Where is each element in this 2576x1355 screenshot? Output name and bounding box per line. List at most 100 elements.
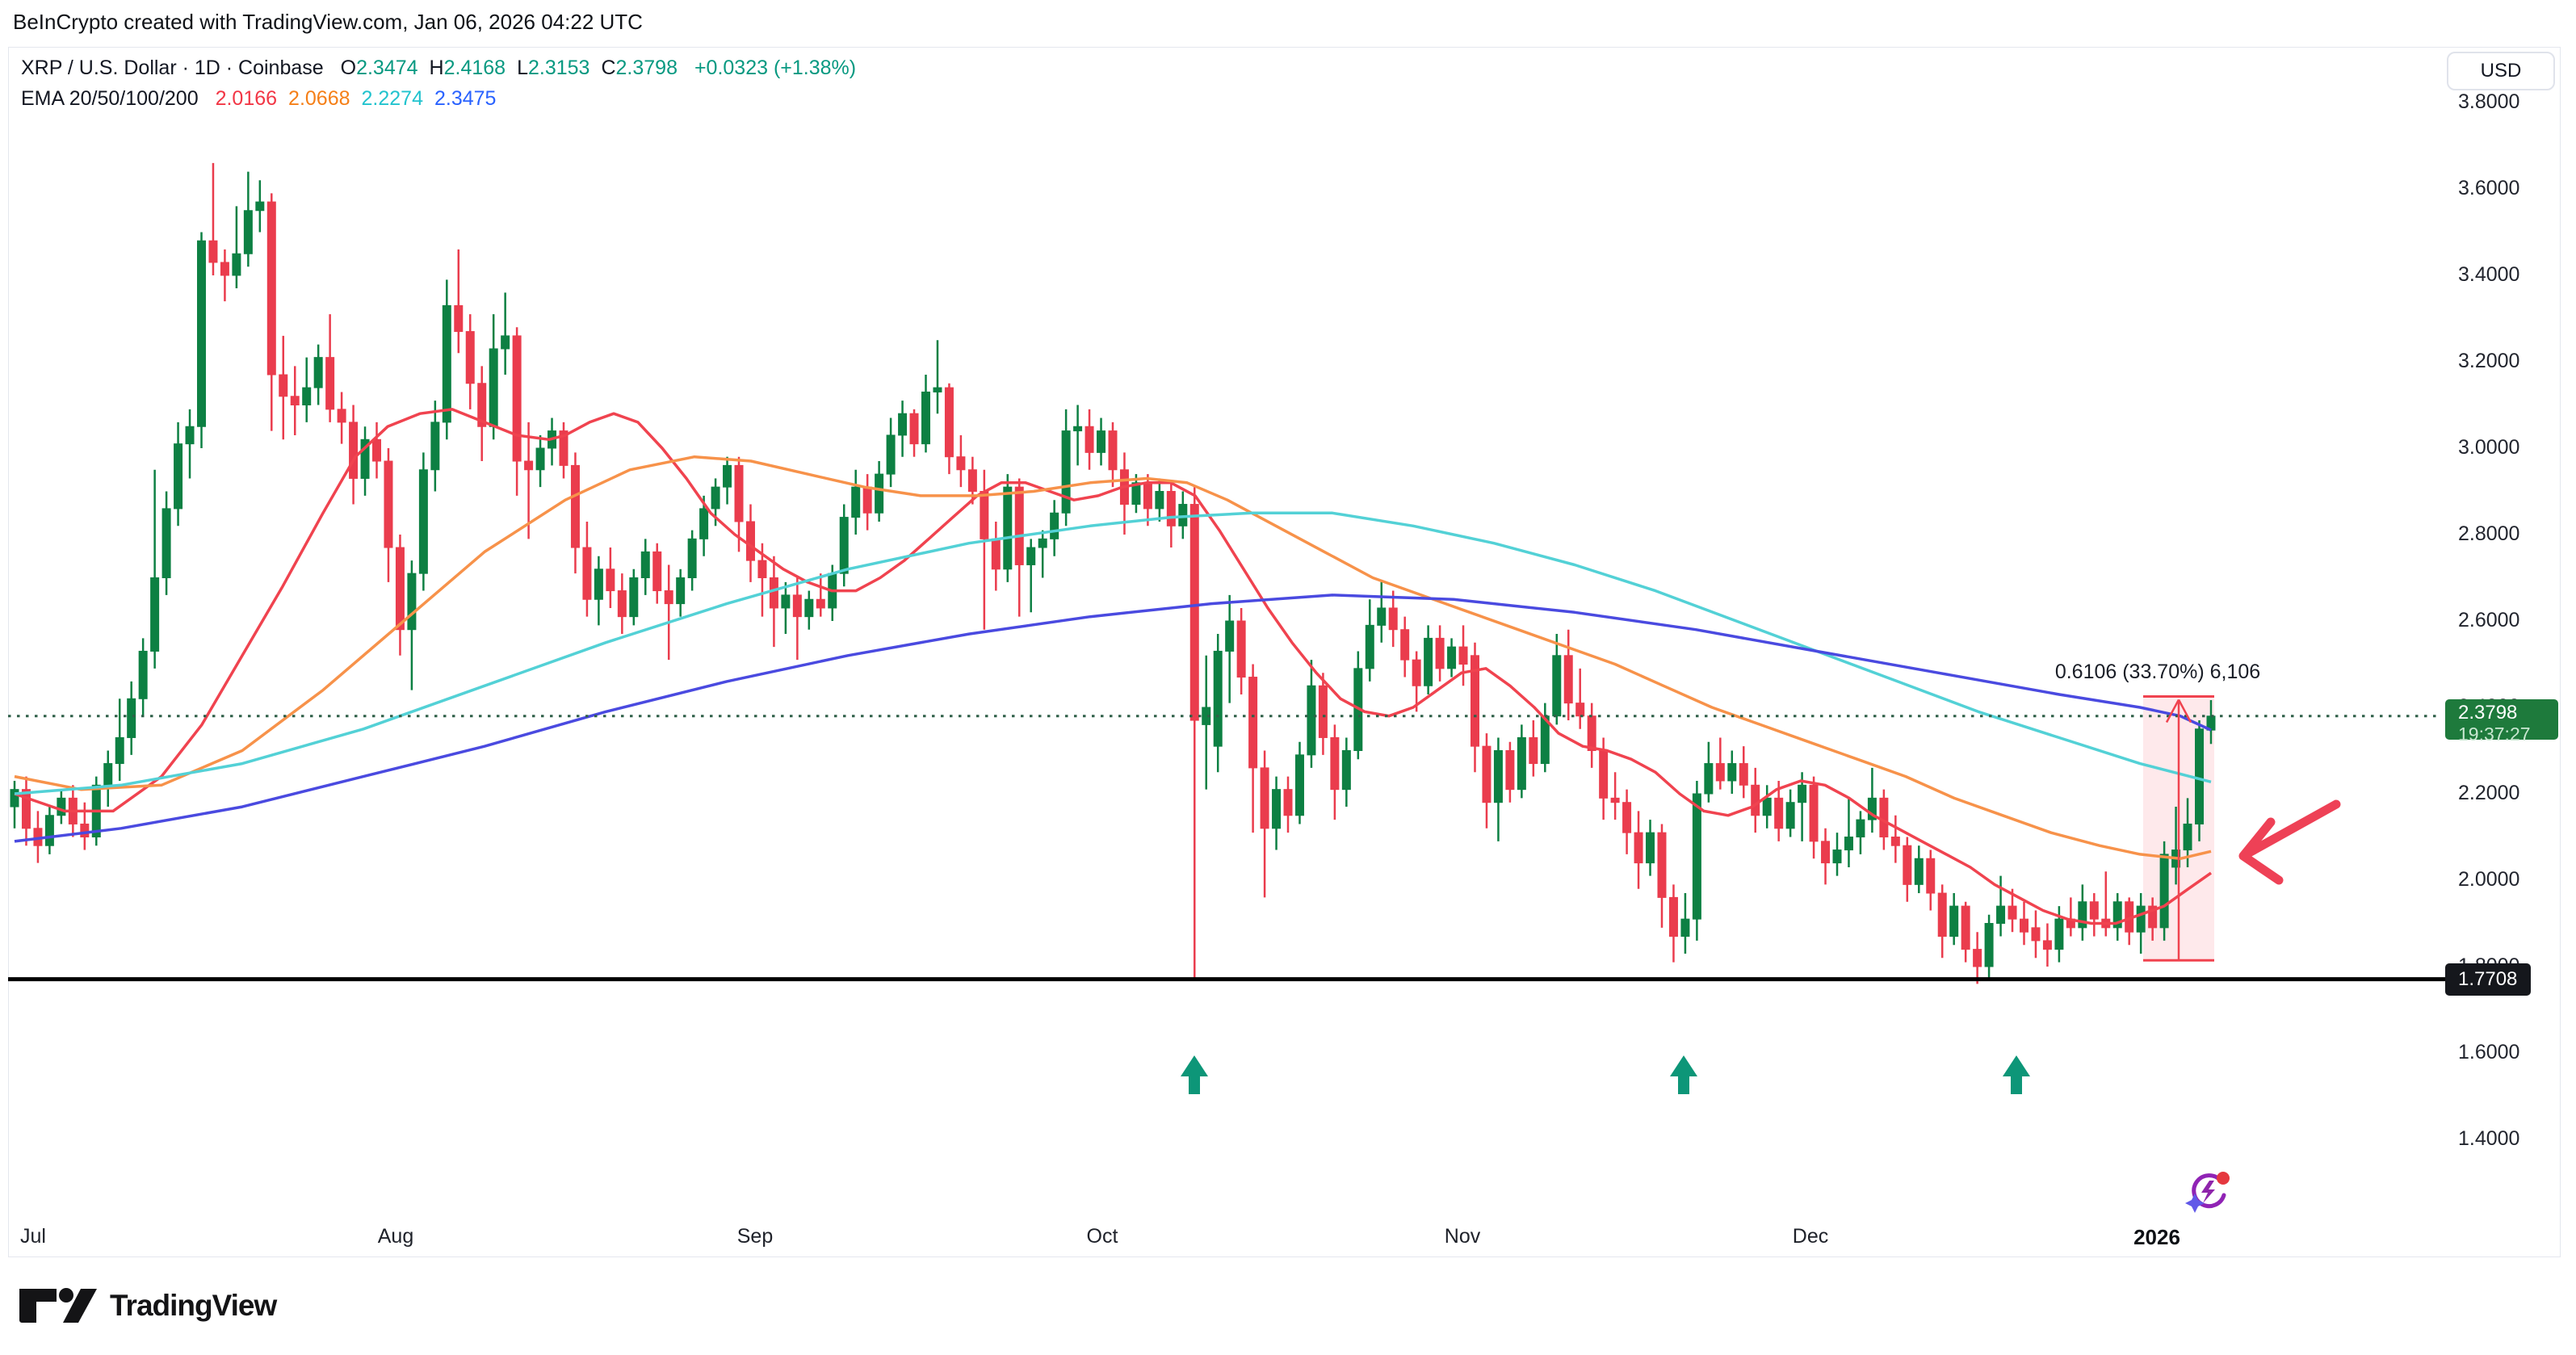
candlestick[interactable] [1225,620,1235,652]
candlestick[interactable] [313,357,323,388]
candlestick[interactable] [196,240,206,427]
candlestick[interactable] [1809,784,1819,842]
candlestick[interactable] [1622,802,1632,833]
candlestick[interactable] [1529,736,1538,765]
candlestick[interactable] [1575,703,1585,717]
candlestick[interactable] [933,387,942,392]
candlestick[interactable] [1634,832,1643,864]
candlestick[interactable] [1248,677,1258,769]
candlestick[interactable] [512,335,522,462]
candlestick[interactable] [1003,486,1013,570]
candlestick[interactable] [1330,736,1340,791]
candlestick[interactable] [1014,486,1024,565]
candlestick[interactable] [1832,849,1842,864]
candlestick[interactable] [921,391,931,445]
candlestick[interactable] [454,304,464,333]
candlestick[interactable] [2148,905,2158,929]
candlestick[interactable] [302,387,312,406]
candlestick[interactable] [1680,918,1690,938]
candlestick[interactable] [208,240,218,263]
candlestick[interactable] [1646,832,1655,864]
candlestick[interactable] [1517,736,1526,791]
candlestick[interactable] [1949,905,1959,938]
candlestick[interactable] [384,460,393,548]
candlestick[interactable] [465,331,475,384]
candlestick[interactable] [2112,901,2122,929]
candlestick[interactable] [781,594,791,609]
candlestick[interactable] [1108,430,1118,471]
candlestick[interactable] [1155,491,1164,510]
currency-toggle-button[interactable]: USD [2447,52,2555,90]
candlestick[interactable] [2206,715,2216,731]
candlestick[interactable] [535,447,545,471]
candlestick[interactable] [1388,607,1398,631]
candlestick[interactable] [570,464,580,548]
candlestick[interactable] [372,438,382,462]
candlestick[interactable] [174,443,183,510]
candlestick[interactable] [1307,685,1316,756]
candlestick[interactable] [1260,767,1269,829]
bullish-up-arrow-icon[interactable] [2003,1055,2030,1094]
candlestick[interactable] [1715,763,1725,782]
candlestick[interactable] [1166,491,1176,526]
candlestick[interactable] [1785,802,1795,829]
candlestick[interactable] [956,456,966,471]
candlestick[interactable] [1318,685,1328,738]
candlestick[interactable] [1563,655,1573,704]
candlestick[interactable] [559,430,568,466]
candlestick[interactable] [21,789,31,829]
candlestick[interactable] [1774,797,1784,829]
candlestick[interactable] [243,210,253,254]
candlestick[interactable] [606,568,615,592]
candlestick[interactable] [1482,745,1491,803]
candlestick[interactable] [757,560,767,578]
candlestick[interactable] [676,577,686,605]
candlestick[interactable] [652,551,662,592]
candlestick[interactable] [2019,918,2028,933]
candlestick[interactable] [349,422,359,479]
candlestick[interactable] [1073,426,1083,432]
bullish-up-arrow-icon[interactable] [1670,1055,1697,1094]
candlestick[interactable] [185,426,195,445]
candlestick[interactable] [1038,538,1047,548]
candlestick[interactable] [1692,793,1701,920]
ema-200-line[interactable] [14,594,2212,843]
candlestick[interactable] [150,577,160,652]
candlestick[interactable] [1026,547,1036,565]
candlestick[interactable] [407,573,417,631]
candlestick[interactable] [2054,918,2064,950]
candlestick[interactable] [162,508,171,579]
candlestick[interactable] [1189,504,1199,721]
candlestick[interactable] [57,797,66,816]
candlestick[interactable] [1844,837,1853,851]
ema-100-line[interactable] [14,511,2212,795]
candlestick[interactable] [1400,629,1410,661]
candlestick[interactable] [851,486,861,518]
ema-20-line[interactable] [14,408,2213,925]
candlestick[interactable] [1131,482,1141,506]
candlestick[interactable] [839,517,849,574]
candlestick[interactable] [1505,750,1515,791]
candlestick[interactable] [1085,426,1094,453]
candlestick[interactable] [745,521,755,561]
candlestick[interactable] [1365,624,1374,669]
candlestick[interactable] [127,698,136,738]
candlestick[interactable] [1984,923,1994,967]
candlestick[interactable] [898,413,908,436]
candlestick[interactable] [232,253,241,276]
candlestick[interactable] [1704,763,1714,795]
candlestick[interactable] [1493,750,1503,803]
candlestick[interactable] [1050,512,1059,539]
candlestick[interactable] [1412,659,1421,686]
candlestick[interactable] [664,590,673,605]
candlestick[interactable] [524,460,534,471]
candlestick[interactable] [1856,819,1865,837]
candlestick[interactable] [1973,949,1982,967]
candlestick[interactable] [2159,854,2169,929]
candlestick[interactable] [1937,892,1947,938]
candlestick[interactable] [582,547,592,600]
candlestick[interactable] [325,357,335,410]
